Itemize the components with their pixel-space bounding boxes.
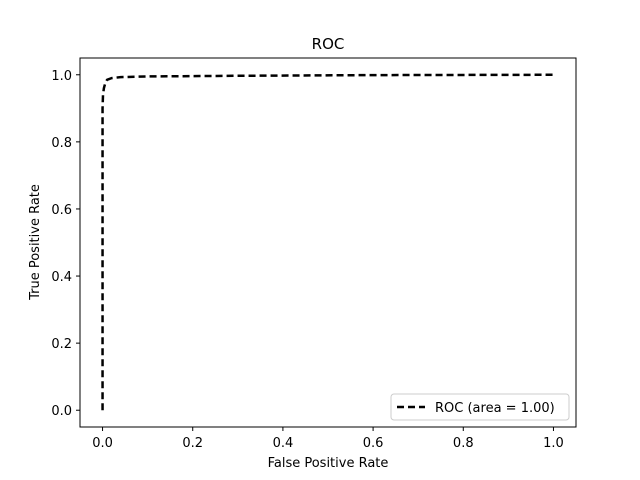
x-tick-label: 0.6 — [363, 436, 384, 451]
y-tick-label: 1.0 — [51, 69, 72, 84]
plot-area — [101, 73, 554, 411]
legend: ROC (area = 1.00) — [390, 393, 570, 421]
y-tick-label: 0.0 — [51, 404, 72, 419]
axes-frame — [79, 57, 577, 428]
y-axis-label: True Positive Rate — [28, 184, 43, 301]
x-tick-label: 1.0 — [543, 436, 564, 451]
x-tick-label: 0.2 — [182, 436, 203, 451]
chart-title: ROC — [312, 35, 345, 53]
x-axis-label: False Positive Rate — [268, 456, 389, 471]
legend-box — [390, 393, 570, 421]
y-tick-label: 0.6 — [51, 203, 72, 218]
y-tick-label: 0.4 — [51, 270, 72, 285]
series-line-0 — [101, 73, 554, 411]
x-axis-ticks: 0.0 0.2 0.4 0.6 0.8 1.0 — [92, 427, 564, 451]
y-axis-ticks: 0.0 0.2 0.4 0.6 0.8 1.0 — [51, 69, 80, 419]
legend-entry-roc: ROC (area = 1.00) — [435, 401, 555, 416]
x-tick-label: 0.8 — [453, 436, 474, 451]
y-tick-label: 0.2 — [51, 337, 72, 352]
y-tick-label: 0.8 — [51, 136, 72, 151]
x-tick-label: 0.4 — [273, 436, 294, 451]
x-tick-label: 0.0 — [92, 436, 113, 451]
